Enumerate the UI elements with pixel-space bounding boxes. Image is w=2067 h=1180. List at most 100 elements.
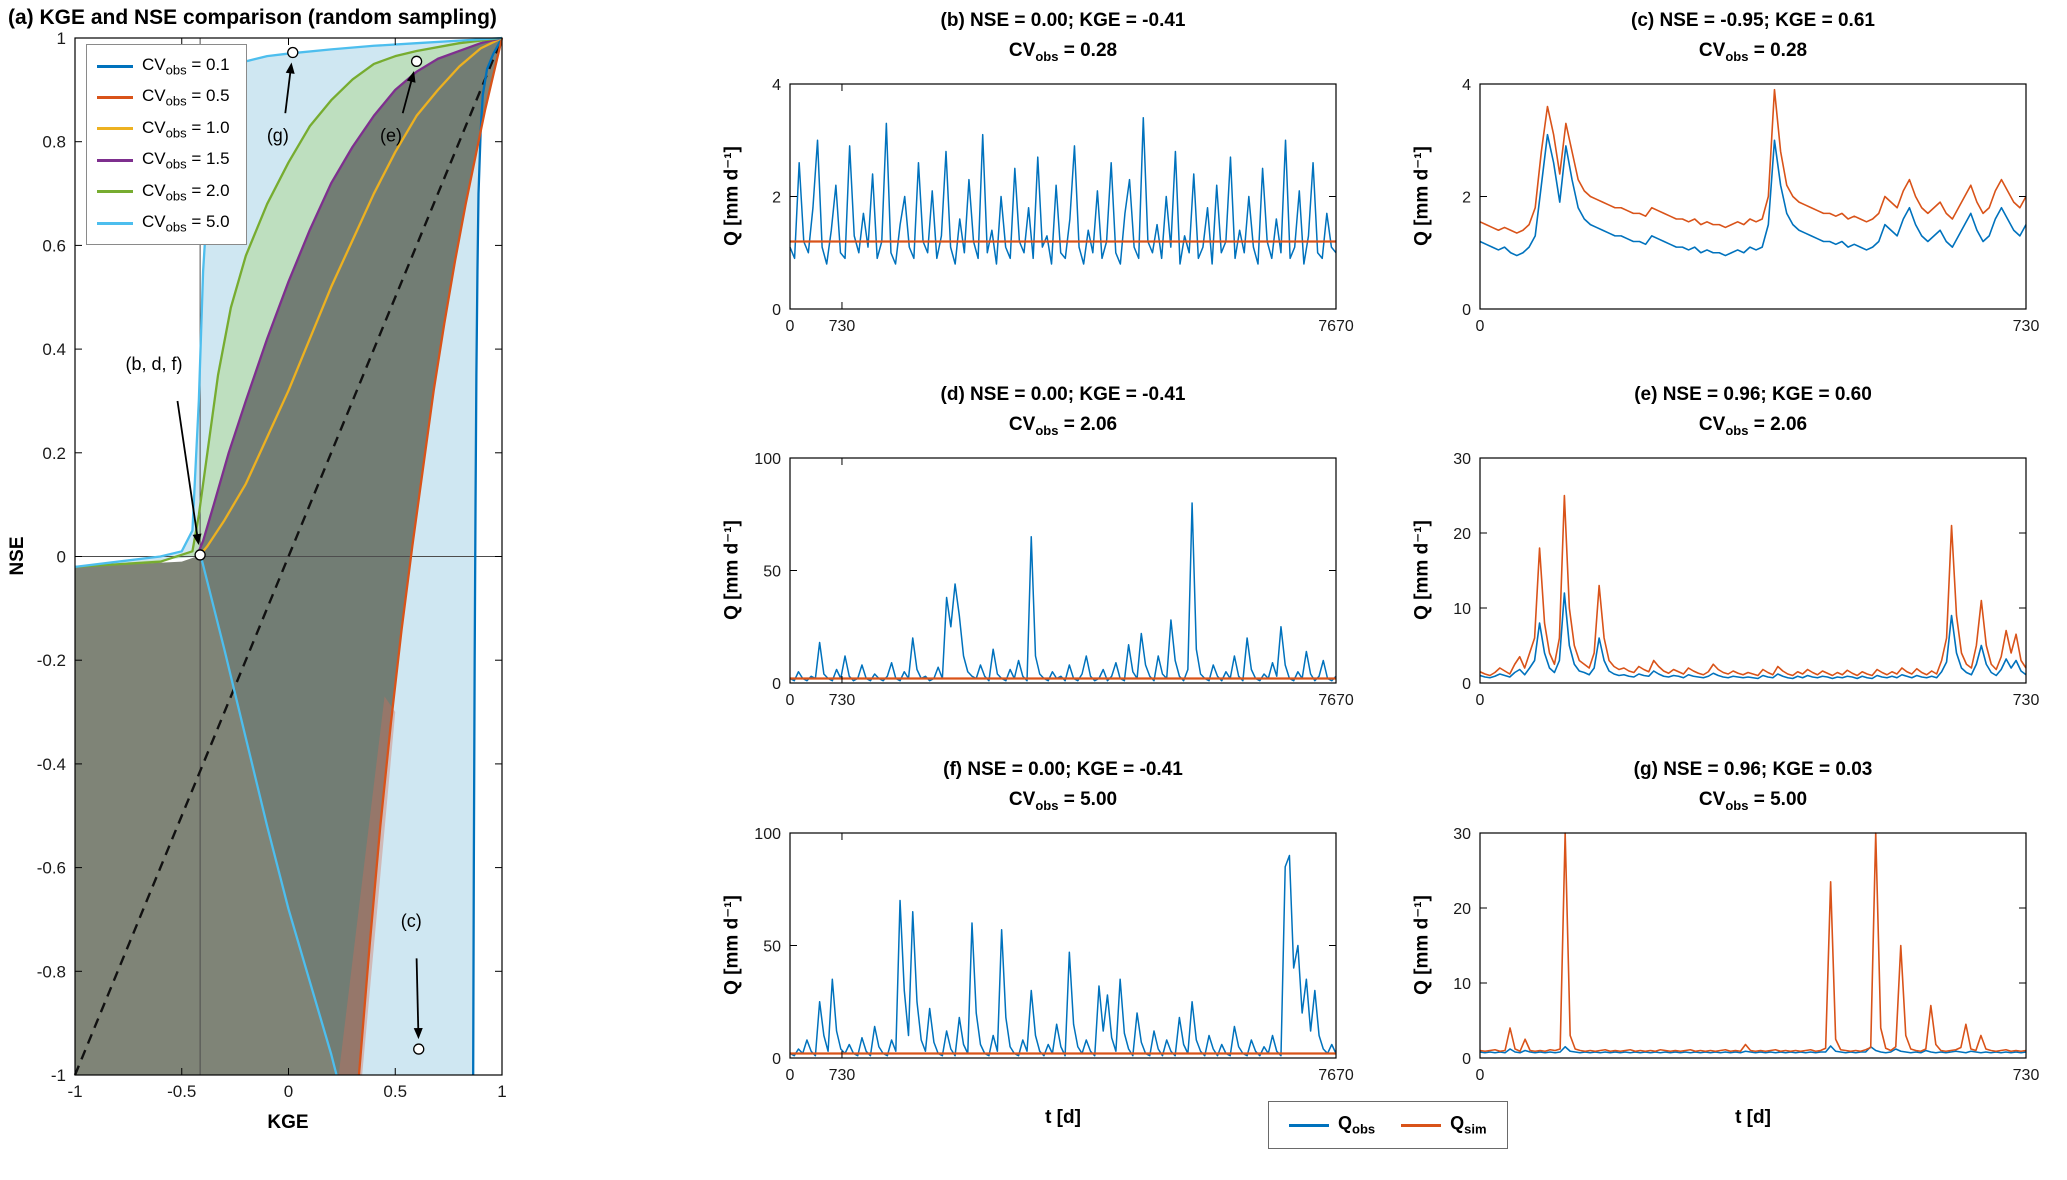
panel-title-line1: (e) NSE = 0.96; KGE = 0.60 — [1634, 384, 1872, 405]
svg-text:(g): (g) — [267, 126, 289, 146]
svg-text:730: 730 — [2013, 318, 2040, 335]
svg-text:0: 0 — [772, 1051, 781, 1068]
panel-c-plot: 0 730 0 2 4 — [1462, 78, 2040, 335]
svg-text:0.4: 0.4 — [42, 340, 66, 359]
panel-title-cv: CVobs = 5.00 — [1698, 789, 1808, 813]
svg-text:0: 0 — [1462, 1051, 1471, 1068]
panel-g-title: (g) NSE = 0.96; KGE = 0.03 CVobs = 5.00 — [1634, 755, 1873, 821]
legend-line-swatch — [97, 127, 133, 131]
legend-entry-label: CVobs = 2.0 — [142, 180, 230, 203]
panel-e-plot: 0 730 0 10 20 30 — [1453, 452, 2040, 709]
qobs-line-swatch — [1289, 1123, 1329, 1127]
svg-text:0: 0 — [1476, 692, 1485, 709]
panel-title-cv: CVobs = 5.00 — [1008, 789, 1118, 813]
svg-text:0: 0 — [284, 1082, 293, 1101]
legend-entry-label: CVobs = 0.5 — [142, 86, 230, 109]
svg-text:100: 100 — [754, 452, 781, 468]
svg-text:4: 4 — [1462, 78, 1471, 94]
panel-title-line1: (d) NSE = 0.00; KGE = -0.41 — [940, 384, 1186, 405]
svg-text:0: 0 — [772, 302, 781, 319]
svg-text:0: 0 — [1476, 1067, 1485, 1084]
svg-text:50: 50 — [763, 939, 781, 956]
svg-text:2: 2 — [1462, 190, 1471, 207]
svg-text:730: 730 — [829, 318, 856, 335]
svg-text:-0.6: -0.6 — [37, 859, 66, 878]
panel-e-title: (e) NSE = 0.96; KGE = 0.60 CVobs = 2.06 — [1634, 380, 1872, 446]
svg-text:7670: 7670 — [1318, 318, 1354, 335]
kge-nse-plot: -1 -0.5 0 0.5 1 -1 -0.8 -0.6 -0.4 -0.2 0 0.2 0.4 0.6 0… — [37, 29, 507, 1101]
panel-b-title: (b) NSE = 0.00; KGE = -0.41 CVobs = 0.28 — [941, 6, 1186, 72]
svg-text:30: 30 — [1453, 827, 1471, 843]
svg-text:(e): (e) — [380, 126, 402, 146]
panel-title-cv: CVobs = 0.28 — [1008, 40, 1118, 64]
panel-title-line1: (f) NSE = 0.00; KGE = -0.41 — [943, 759, 1183, 780]
svg-text:(c): (c) — [401, 911, 422, 931]
panel-b: (b) NSE = 0.00; KGE = -0.41 CVobs = 0.28… — [722, 6, 1372, 406]
panel-a-xlabel: KGE — [267, 1112, 309, 1133]
panel-d: (d) NSE = 0.00; KGE = -0.41 CVobs = 2.06… — [722, 380, 1372, 780]
svg-text:-0.4: -0.4 — [37, 755, 66, 774]
legend-entry: CVobs = 1.0 — [97, 118, 230, 140]
svg-text:0: 0 — [772, 676, 781, 693]
svg-text:100: 100 — [754, 827, 781, 843]
svg-text:0: 0 — [786, 318, 795, 335]
panel-title-cv: CVobs = 2.06 — [1008, 414, 1118, 438]
panel-title-line1: (c) NSE = -0.95; KGE = 0.61 — [1631, 10, 1875, 31]
svg-text:0: 0 — [786, 1067, 795, 1084]
svg-text:1: 1 — [497, 1082, 506, 1101]
svg-text:-0.5: -0.5 — [167, 1082, 196, 1101]
panel-f-xlabel: t [d] — [1045, 1107, 1081, 1128]
panel-g-plot: 0 730 0 10 20 30 — [1453, 827, 2040, 1084]
svg-text:0.5: 0.5 — [383, 1082, 407, 1101]
svg-text:50: 50 — [763, 564, 781, 581]
svg-text:10: 10 — [1453, 976, 1471, 993]
legend-entry: CVobs = 0.1 — [97, 55, 230, 77]
panel-f-title: (f) NSE = 0.00; KGE = -0.41 CVobs = 5.00 — [943, 755, 1183, 821]
legend-line-swatch — [97, 64, 133, 68]
svg-text:0: 0 — [1462, 676, 1471, 693]
svg-text:730: 730 — [829, 1067, 856, 1084]
qobs-label: Qobs — [1338, 1113, 1376, 1137]
qsim-line-swatch — [1401, 1123, 1442, 1127]
panel-c-title: (c) NSE = -0.95; KGE = 0.61 CVobs = 0.28 — [1631, 6, 1875, 72]
panel-g: (g) NSE = 0.96; KGE = 0.03 CVobs = 5.00 … — [1412, 755, 2062, 1155]
svg-text:0.6: 0.6 — [42, 236, 66, 255]
series-legend: Qobs Qsim — [1268, 1101, 1508, 1149]
svg-text:0: 0 — [786, 692, 795, 709]
panel-title-cv: CVobs = 0.28 — [1698, 40, 1808, 64]
svg-text:0.8: 0.8 — [42, 133, 66, 152]
panel-b-plot: 0 730 7670 0 2 4 — [772, 78, 1354, 335]
svg-text:0: 0 — [57, 548, 66, 567]
legend-entry-label: CVobs = 1.0 — [142, 117, 230, 141]
svg-text:0: 0 — [1476, 318, 1485, 335]
panel-d-title: (d) NSE = 0.00; KGE = -0.41 CVobs = 2.06 — [941, 380, 1186, 446]
svg-text:-0.8: -0.8 — [37, 962, 66, 981]
legend-item-qobs: Qobs — [1289, 1113, 1375, 1137]
qsim-label: Qsim — [1450, 1113, 1487, 1137]
panel-a-legend: CVobs = 0.1 CVobs = 0.5 CVobs = 1.0 CVob… — [86, 44, 247, 246]
panel-a-ylabel: NSE — [7, 536, 28, 576]
panel-f: (f) NSE = 0.00; KGE = -0.41 CVobs = 5.00… — [722, 755, 1372, 1155]
legend-line-swatch — [97, 190, 133, 194]
svg-text:7670: 7670 — [1318, 1067, 1354, 1084]
panel-title-cv: CVobs = 2.06 — [1698, 414, 1808, 438]
svg-text:30: 30 — [1453, 452, 1471, 468]
legend-entry-label: CVobs = 5.0 — [142, 211, 230, 235]
panel-f-plot: 0 730 7670 0 50 100 — [754, 827, 1354, 1084]
panel-a-title: (a) KGE and NSE comparison (random sampl… — [8, 6, 497, 29]
svg-text:4: 4 — [772, 78, 781, 94]
panel-title-line1: (b) NSE = 0.00; KGE = -0.41 — [940, 10, 1186, 31]
legend-entry: CVobs = 0.5 — [97, 86, 230, 109]
svg-text:730: 730 — [2013, 1067, 2040, 1084]
svg-text:20: 20 — [1453, 526, 1471, 543]
panel-d-plot: 0 730 7670 0 50 100 — [754, 452, 1354, 709]
svg-text:-1: -1 — [51, 1066, 66, 1085]
legend-line-swatch — [97, 221, 133, 225]
legend-entry: CVobs = 5.0 — [97, 212, 230, 234]
svg-text:2: 2 — [772, 190, 781, 207]
svg-text:730: 730 — [2013, 692, 2040, 709]
svg-text:7670: 7670 — [1318, 692, 1354, 709]
panel-title-line1: (g) NSE = 0.96; KGE = 0.03 — [1633, 759, 1873, 780]
svg-text:(b, d, f): (b, d, f) — [125, 354, 182, 374]
